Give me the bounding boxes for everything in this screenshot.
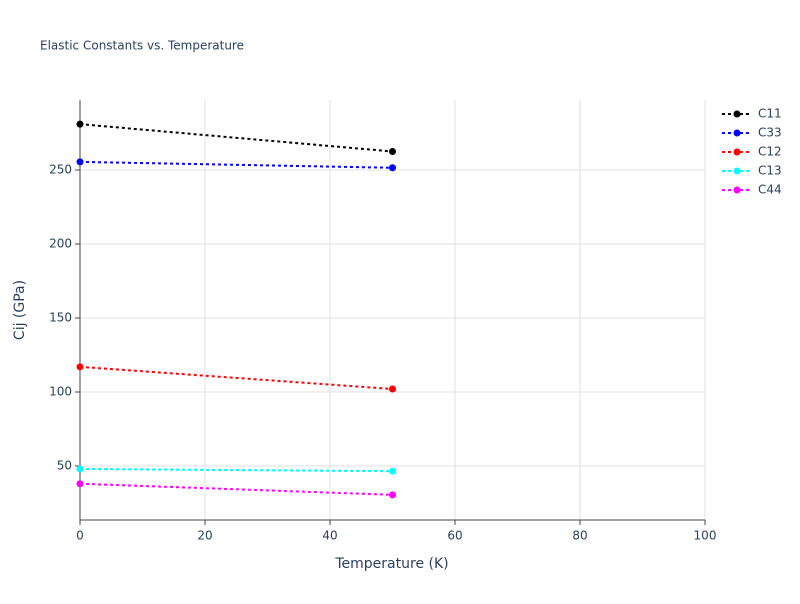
legend-marker bbox=[733, 186, 741, 194]
x-tick-label: 80 bbox=[572, 529, 587, 543]
y-tick-label: 100 bbox=[49, 384, 72, 398]
x-tick-label: 40 bbox=[322, 529, 337, 543]
chart-title: Elastic Constants vs. Temperature bbox=[40, 39, 244, 53]
x-tick-label: 100 bbox=[694, 529, 717, 543]
data-point bbox=[76, 363, 84, 371]
data-point bbox=[76, 480, 84, 488]
legend-label: C11 bbox=[758, 107, 782, 121]
x-axis-title: Temperature (K) bbox=[334, 556, 448, 572]
data-point bbox=[76, 158, 84, 166]
y-tick-label: 200 bbox=[49, 236, 72, 250]
x-tick-label: 20 bbox=[197, 529, 212, 543]
y-axis-title: Cij (GPa) bbox=[12, 280, 28, 340]
legend-marker bbox=[733, 167, 741, 175]
y-tick-label: 250 bbox=[49, 163, 72, 177]
series-line bbox=[79, 482, 393, 496]
series-line bbox=[79, 123, 393, 153]
series-line bbox=[79, 467, 393, 473]
legend-marker bbox=[733, 129, 741, 137]
data-point bbox=[389, 385, 396, 393]
data-point bbox=[389, 467, 396, 475]
y-tick-label: 50 bbox=[57, 458, 72, 472]
x-tick-label: 60 bbox=[447, 529, 462, 543]
data-point bbox=[389, 148, 396, 156]
legend-label: C12 bbox=[758, 145, 782, 159]
data-point bbox=[389, 491, 396, 499]
legend-marker bbox=[733, 110, 741, 118]
legend-label: C44 bbox=[758, 183, 782, 197]
series-line bbox=[79, 160, 393, 169]
x-tick-label: 0 bbox=[76, 529, 84, 543]
series-line bbox=[79, 365, 393, 391]
y-tick-label: 150 bbox=[49, 310, 72, 324]
legend-label: C13 bbox=[758, 164, 782, 178]
legend-marker bbox=[733, 148, 741, 156]
data-point bbox=[76, 465, 84, 473]
data-point bbox=[389, 164, 396, 172]
legend-label: C33 bbox=[758, 126, 782, 140]
data-point bbox=[76, 120, 84, 128]
